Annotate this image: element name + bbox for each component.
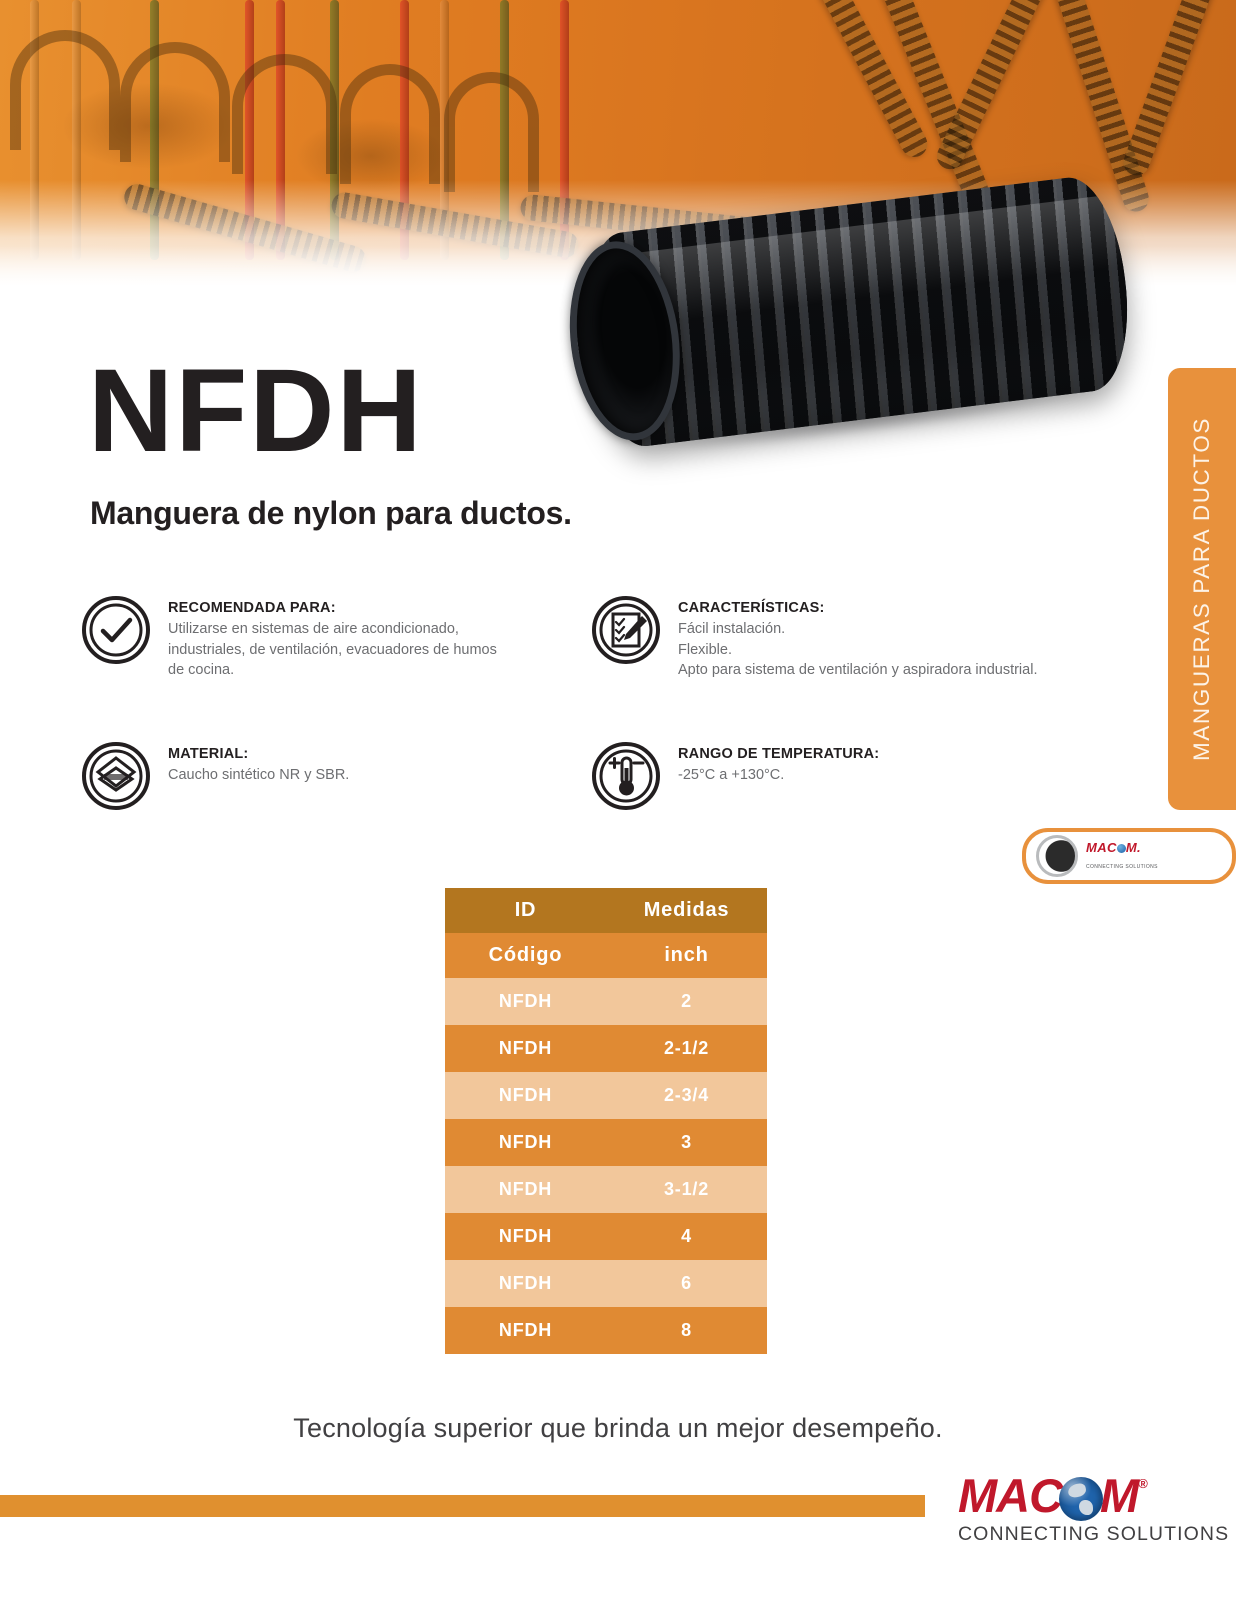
table-row: NFDH 2-3/4 [445, 1072, 767, 1119]
feature-material: MATERIAL: Caucho sintético NR y SBR. [82, 742, 602, 810]
hero-pipes-decoration [0, 0, 640, 300]
feature-line: Apto para sistema de ventilación y aspir… [678, 662, 1038, 679]
table-group-header-id: ID [445, 888, 606, 933]
hose-cross-section-icon [1036, 835, 1078, 877]
feature-line: de cocina. [168, 662, 235, 679]
registered-mark: ® [1138, 1476, 1148, 1491]
badge-logo-text: MAC [1086, 840, 1117, 855]
cell-inch: 4 [606, 1213, 767, 1260]
cell-inch: 3-1/2 [606, 1166, 767, 1213]
table-group-header-row: ID Medidas [445, 888, 767, 933]
cell-inch: 3 [606, 1119, 767, 1166]
table-unit-header-inch: inch [606, 933, 767, 978]
measurements-table: ID Medidas Código inch NFDH 2 NFDH 2-1/2… [445, 888, 767, 1354]
badge-logo-text2: M. [1125, 840, 1142, 855]
cell-codigo: NFDH [445, 1307, 606, 1354]
page-subtitle: Manguera de nylon para ductos. [90, 495, 572, 531]
macom-wordmark: MAC M® [958, 1472, 1188, 1521]
table-row: NFDH 3 [445, 1119, 767, 1166]
feature-line: Utilizarse en sistemas de aire acondicio… [168, 621, 459, 637]
globe-icon [1059, 1477, 1104, 1521]
table-row: NFDH 8 [445, 1307, 767, 1354]
table-unit-header-codigo: Código [445, 933, 606, 978]
feature-heading: RANGO DE TEMPERATURA: [678, 746, 880, 762]
table-row: NFDH 6 [445, 1260, 767, 1307]
badge-logo: MAC M. CONNECTING SOLUTIONS [1086, 840, 1158, 872]
brand-badge: MAC M. CONNECTING SOLUTIONS [1022, 828, 1236, 884]
cell-codigo: NFDH [445, 1119, 606, 1166]
side-tab-category: MANGUERAS PARA DUCTOS [1168, 368, 1236, 810]
macom-logo: MAC M® CONNECTING SOLUTIONS [958, 1472, 1230, 1568]
feature-caracteristicas: CARACTERÍSTICAS: Fácil instalación. Flex… [592, 596, 1122, 681]
check-circle-icon [82, 596, 150, 664]
table-row: NFDH 2 [445, 978, 767, 1025]
side-tab-label: MANGUERAS PARA DUCTOS [1189, 416, 1214, 762]
cell-codigo: NFDH [445, 978, 606, 1025]
table-row: NFDH 2-1/2 [445, 1025, 767, 1072]
table-row: NFDH 3-1/2 [445, 1166, 767, 1213]
thermometer-icon [592, 742, 660, 810]
globe-icon [1116, 844, 1126, 853]
feature-heading: RECOMENDADA PARA: [168, 600, 336, 616]
cell-inch: 2 [606, 978, 767, 1025]
cell-codigo: NFDH [445, 1260, 606, 1307]
feature-rango-de-temperatura: RANGO DE TEMPERATURA: -25°C a +130°C. [592, 742, 1122, 810]
cell-inch: 2-1/2 [606, 1025, 767, 1072]
footer-orange-bar [0, 1495, 925, 1517]
logo-text-a: MAC [958, 1469, 1063, 1522]
layers-material-icon [82, 742, 150, 810]
footer-tagline: Tecnología superior que brinda un mejor … [293, 1413, 943, 1443]
cell-codigo: NFDH [445, 1025, 606, 1072]
feature-recomendada-para: RECOMENDADA PARA: Utilizarse en sistemas… [82, 596, 602, 681]
feature-line: Flexible. [678, 641, 732, 658]
logo-text-b: M [1100, 1469, 1139, 1522]
clipboard-pencil-icon [592, 596, 660, 664]
macom-tagline: CONNECTING SOLUTIONS [958, 1523, 1230, 1545]
table-group-header-medidas: Medidas [606, 888, 767, 933]
feature-line: -25°C a +130°C. [678, 767, 785, 783]
feature-heading: MATERIAL: [168, 746, 249, 762]
cell-codigo: NFDH [445, 1213, 606, 1260]
feature-line: industriales, de ventilación, evacuadore… [168, 641, 497, 658]
cell-codigo: NFDH [445, 1166, 606, 1213]
cell-inch: 8 [606, 1307, 767, 1354]
cell-codigo: NFDH [445, 1072, 606, 1119]
page-title: NFDH [88, 345, 424, 477]
table-unit-header-row: Código inch [445, 933, 767, 978]
cell-inch: 2-3/4 [606, 1072, 767, 1119]
feature-heading: CARACTERÍSTICAS: [678, 600, 825, 616]
cell-inch: 6 [606, 1260, 767, 1307]
feature-line: Caucho sintético NR y SBR. [168, 767, 350, 783]
table-row: NFDH 4 [445, 1213, 767, 1260]
badge-logo-sub: CONNECTING SOLUTIONS [1086, 864, 1158, 870]
feature-line: Fácil instalación. [678, 621, 786, 637]
